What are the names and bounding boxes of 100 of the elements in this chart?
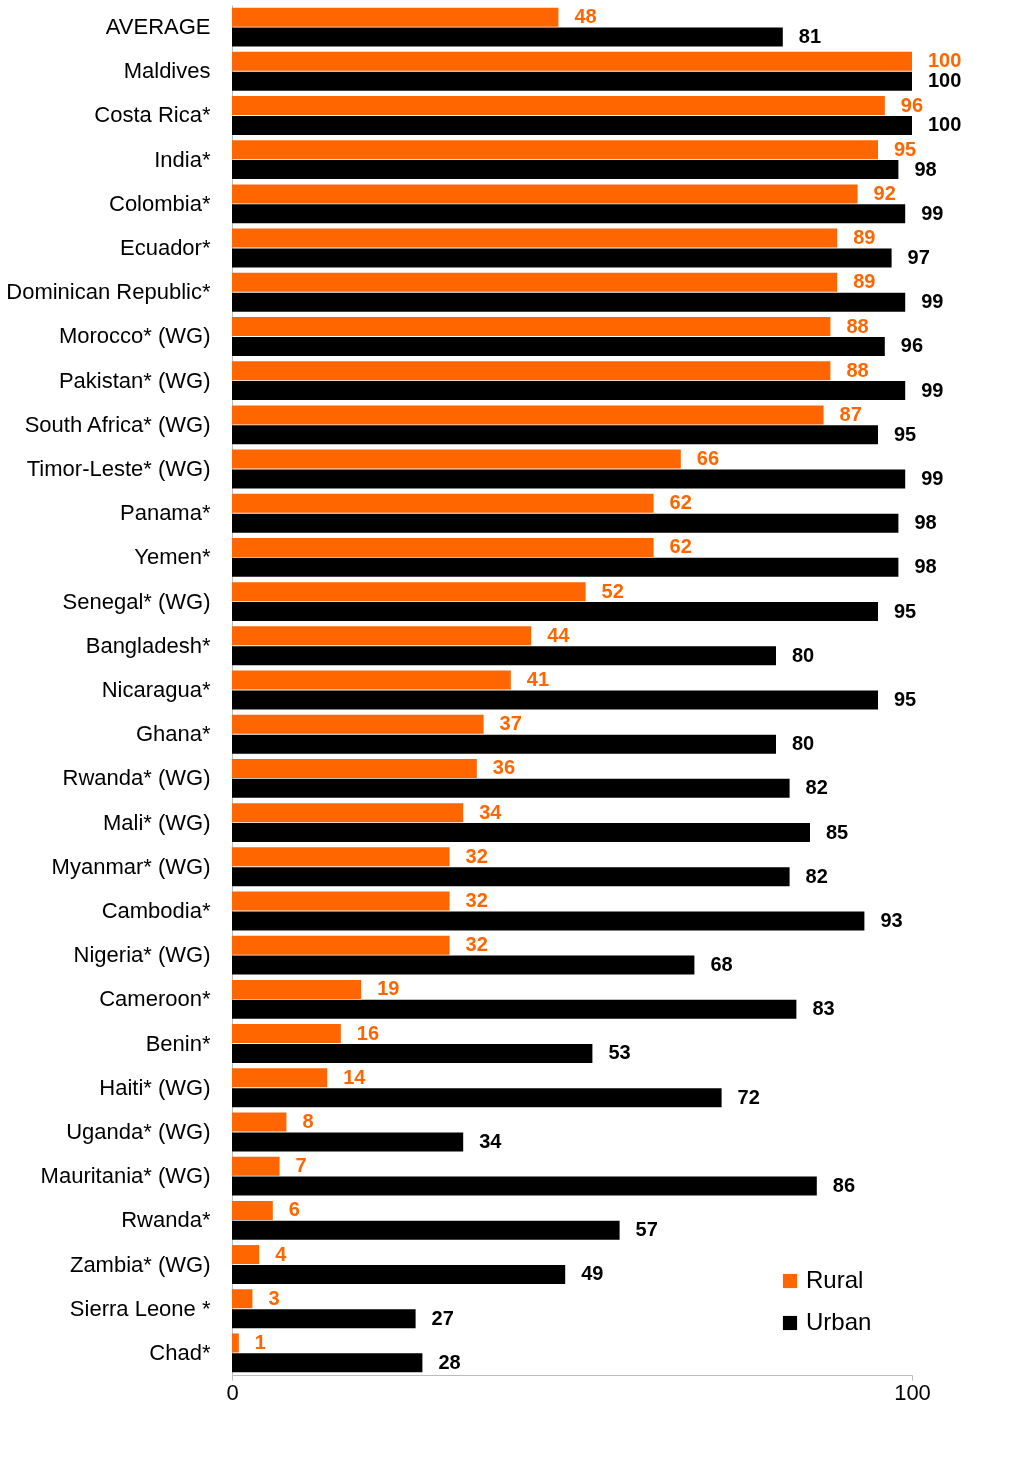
bar [232,823,810,843]
data-label: 87 [839,402,862,425]
data-label: 16 [356,1021,380,1044]
data-label: 86 [832,1174,856,1197]
bar [232,999,797,1019]
bar [232,27,783,47]
data-label: 96 [900,334,924,357]
data-label: 32 [465,889,488,912]
data-label: 100 [928,113,962,136]
data-label: 49 [581,1262,604,1285]
y-tick-label: Morocco* (WG) [58,323,211,349]
bar [232,513,899,533]
data-label: 95 [894,137,917,160]
bar [232,248,892,268]
bar [232,557,899,577]
data-label: 44 [547,623,571,646]
bar [232,626,532,646]
bar [232,1024,341,1044]
y-tick-label: Bangladesh* [85,632,211,658]
bar [232,1245,260,1265]
bar [232,51,912,71]
bar [232,1156,280,1176]
bar [232,891,450,911]
data-label: 28 [438,1350,461,1373]
y-tick-label: Benin* [145,1030,211,1056]
bar [232,537,654,557]
data-label: 83 [812,997,835,1020]
y-tick-label: Sierra Leone * [69,1295,211,1321]
bar [232,336,885,356]
bar [232,115,912,135]
bar [232,778,790,798]
data-label: 62 [669,535,692,558]
bar [232,955,695,975]
bar [232,1289,253,1309]
data-label: 100 [928,69,962,92]
bar [232,803,464,823]
bar [232,734,776,754]
data-label: 48 [574,5,597,28]
data-label: 80 [792,643,815,666]
bar [232,1088,722,1108]
y-tick-label: Maldives [123,58,211,84]
bar [232,1200,273,1220]
data-label: 95 [894,422,917,445]
y-tick-label: Nigeria* (WG) [73,942,211,968]
y-tick-label: Mali* (WG) [102,809,211,835]
y-tick-label: Panama* [119,500,211,526]
bar [232,758,477,778]
bar [232,184,858,204]
bar [232,1220,620,1240]
bar [232,469,906,489]
data-label: 34 [479,800,503,823]
data-label: 82 [805,864,828,887]
data-label: 34 [479,1129,503,1152]
data-label: 53 [608,1041,631,1064]
data-label: 41 [526,668,550,691]
y-tick-label: Rwanda* (WG) [62,765,211,791]
data-label: 98 [914,555,937,578]
data-label: 92 [873,181,896,204]
data-label: 81 [798,25,822,48]
bar [232,979,362,999]
y-tick-label: Mauritania* (WG) [40,1163,211,1189]
bar [232,272,838,292]
bar [232,1333,239,1353]
bar [232,670,511,690]
data-label: 19 [377,977,400,1000]
bar [232,582,586,602]
data-label: 95 [894,687,917,710]
x-tick-label: 0 [226,1379,239,1405]
data-label: 82 [805,776,828,799]
data-label: 62 [669,491,692,514]
y-tick-label: Uganda* (WG) [66,1118,211,1144]
data-label: 57 [635,1218,658,1241]
y-tick-label: Rwanda* [121,1207,211,1233]
data-label: 99 [921,466,944,489]
data-label: 3 [268,1286,280,1309]
bar [232,935,450,955]
data-label: 98 [914,511,937,534]
legend-label: Rural [806,1266,864,1293]
bar [232,847,450,867]
data-label: 99 [921,378,944,401]
bar [232,911,865,931]
bar [232,405,824,425]
y-tick-label: South Africa* (WG) [24,411,211,437]
data-label: 99 [921,290,944,313]
data-label: 88 [846,358,869,381]
y-tick-label: Ecuador* [119,235,211,261]
y-tick-label: AVERAGE [105,14,211,40]
y-tick-label: Yemen* [134,544,211,570]
bar [232,1176,817,1196]
data-label: 4 [275,1242,288,1265]
y-tick-label: Myanmar* (WG) [51,853,211,879]
y-tick-label: Costa Rica* [94,102,211,128]
bar [232,96,885,116]
bar [232,1309,416,1329]
data-label: 100 [928,49,962,72]
bar [232,493,654,513]
bar [232,425,878,445]
bar [232,317,831,337]
data-label: 52 [601,579,624,602]
y-tick-label: Colombia* [109,190,211,216]
